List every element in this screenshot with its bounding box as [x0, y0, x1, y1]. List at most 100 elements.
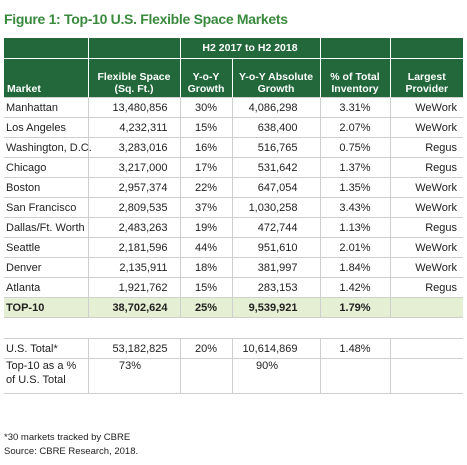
header-cell	[319, 38, 390, 59]
cell	[389, 338, 463, 359]
cell: 53,182,825	[87, 338, 180, 359]
cell: 30%	[179, 97, 232, 118]
column-header: Largest Provider	[389, 58, 463, 98]
cell: WeWork	[389, 177, 463, 198]
cell: Regus	[389, 277, 463, 298]
cell: 3.43%	[319, 197, 390, 218]
cell: 3,217,000	[87, 157, 180, 178]
cell: 1.42%	[319, 277, 390, 298]
row: Atlanta 1,921,762 15% 283,153 1.42% Regus	[4, 277, 463, 298]
cell: 1.35%	[319, 177, 390, 198]
cell: Top-10 as a % of U.S. Total	[4, 358, 88, 394]
column-header: % of Total Inventory	[319, 58, 390, 98]
cell: Regus	[389, 157, 463, 178]
row: Los Angeles 4,232,311 15% 638,400 2.07% WeWor…	[4, 117, 463, 138]
cell: Seattle	[4, 237, 88, 258]
cell	[179, 358, 232, 394]
cell: 647,054	[231, 177, 320, 198]
group-header: H2 2017 to H2 2018	[179, 38, 320, 59]
cell: 1.13%	[319, 217, 390, 238]
cell: 951,610	[231, 237, 320, 258]
cell: 16%	[179, 137, 232, 158]
cell: 3.31%	[319, 97, 390, 118]
cell: 2,957,374	[87, 177, 180, 198]
cell: 2,483,263	[87, 217, 180, 238]
cell: 283,153	[231, 277, 320, 298]
cell: 638,400	[231, 117, 320, 138]
source: Source: CBRE Research, 2018.	[4, 446, 139, 457]
cell: 73%	[87, 358, 180, 394]
cell: Regus	[389, 137, 463, 158]
footnote: *30 markets tracked by CBRE	[4, 432, 131, 443]
cell: 3,283,016	[87, 137, 180, 158]
cell: 2,809,535	[87, 197, 180, 218]
cell: 37%	[179, 197, 232, 218]
cell: WeWork	[389, 117, 463, 138]
cell	[389, 358, 463, 394]
cell: Denver	[4, 257, 88, 278]
cell: Chicago	[4, 157, 88, 178]
cell: Regus	[389, 217, 463, 238]
cell: 22%	[179, 177, 232, 198]
cell: 17%	[179, 157, 232, 178]
cell: 38,702,624	[87, 297, 180, 318]
cell: 19%	[179, 217, 232, 238]
cell: TOP-10	[4, 297, 88, 318]
cell: 13,480,856	[87, 97, 180, 118]
row: Dallas/Ft. Worth 2,483,263 19% 472,744 1.13%…	[4, 217, 463, 238]
cell: 1.37%	[319, 157, 390, 178]
cell: WeWork	[389, 257, 463, 278]
row: Washington, D.C. 3,283,016 16% 516,765 0.75%…	[4, 137, 463, 158]
cell: 472,744	[231, 217, 320, 238]
row: Chicago 3,217,000 17% 531,642 1.37% Regus	[4, 157, 463, 178]
cell: 25%	[179, 297, 232, 318]
cell: 18%	[179, 257, 232, 278]
cell: 1.79%	[319, 297, 390, 318]
cell: 20%	[179, 338, 232, 359]
cell: Dallas/Ft. Worth	[4, 217, 88, 238]
cell: 10,614,869	[231, 338, 320, 359]
cell: 2.01%	[319, 237, 390, 258]
cell: 381,997	[231, 257, 320, 278]
cell: 4,232,311	[87, 117, 180, 138]
cell: 2,181,596	[87, 237, 180, 258]
row: San Francisco 2,809,535 37% 1,030,258 3.43% W…	[4, 197, 463, 218]
cell: 15%	[179, 277, 232, 298]
cell: 2.07%	[319, 117, 390, 138]
cell: U.S. Total*	[4, 338, 88, 359]
cell: 1,921,762	[87, 277, 180, 298]
column-header: Market	[4, 58, 88, 98]
cell: Washington, D.C.	[4, 137, 92, 158]
cell: Los Angeles	[4, 117, 88, 138]
cell: Manhattan	[4, 97, 88, 118]
cell: 0.75%	[319, 137, 390, 158]
cell: 516,765	[231, 137, 320, 158]
header-cell	[4, 38, 88, 59]
cell: 4,086,298	[231, 97, 320, 118]
cell: 531,642	[231, 157, 320, 178]
cell: Atlanta	[4, 277, 88, 298]
cell: WeWork	[389, 237, 463, 258]
cell: San Francisco	[4, 197, 88, 218]
markets-table: H2 2017 to H2 2018 Market Flexible Space …	[4, 38, 463, 394]
row: Denver 2,135,911 18% 381,997 1.84% WeWork	[4, 257, 463, 278]
spacer	[4, 317, 463, 339]
cell: Boston	[4, 177, 88, 198]
cell: 1,030,258	[231, 197, 320, 218]
column-header: Y-o-Y Absolute Growth	[231, 58, 320, 98]
column-header: Y-o-Y Growth	[179, 58, 232, 98]
cell: 2,135,911	[87, 257, 180, 278]
cell: 1.48%	[319, 338, 390, 359]
row: Seattle 2,181,596 44% 951,610 2.01% WeWork	[4, 237, 463, 258]
row: Boston 2,957,374 22% 647,054 1.35% WeWork	[4, 177, 463, 198]
figure-title: Figure 1: Top-10 U.S. Flexible Space Mar…	[4, 11, 288, 27]
cell	[319, 358, 390, 394]
cell: 15%	[179, 117, 232, 138]
row: Manhattan 13,480,856 30% 4,086,298 3.31% WeWo…	[4, 97, 463, 118]
cell: WeWork	[389, 97, 463, 118]
cell	[389, 297, 463, 318]
header-cell	[87, 38, 180, 59]
cell: 44%	[179, 237, 232, 258]
cell: 9,539,921	[231, 297, 320, 318]
